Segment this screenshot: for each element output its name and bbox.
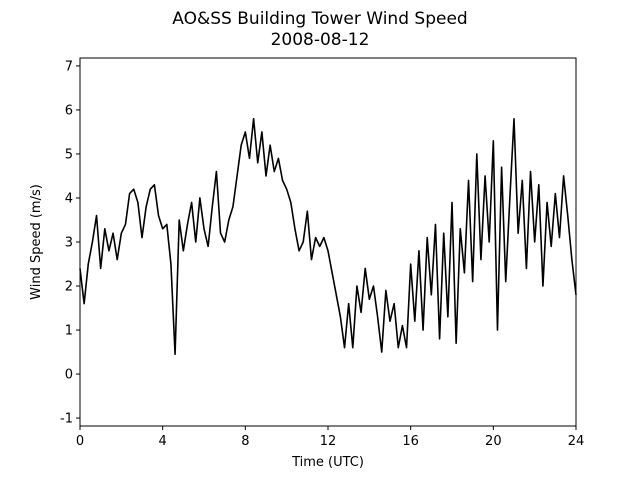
- x-tick-label: 12: [320, 434, 337, 449]
- y-axis-label: Wind Speed (m/s): [29, 184, 44, 300]
- y-tick-label: 1: [65, 324, 73, 339]
- x-tick-label: 16: [402, 434, 419, 449]
- y-tick-label: 6: [65, 103, 73, 118]
- y-tick-label: -1: [60, 412, 73, 427]
- data-line: [79, 117, 577, 356]
- x-tick-label: 20: [485, 434, 502, 449]
- y-tick-label: 5: [65, 147, 73, 162]
- x-tick-label: 24: [568, 434, 585, 449]
- y-tick-label: 2: [65, 280, 73, 295]
- y-tick-label: 3: [65, 236, 73, 251]
- y-tick-label: 7: [65, 59, 73, 74]
- chart-subtitle: 2008-08-12: [271, 30, 370, 50]
- x-axis-label: Time (UTC): [291, 455, 364, 470]
- x-tick-label: 8: [241, 434, 249, 449]
- y-tick-label: 0: [65, 368, 73, 383]
- plot-frame: [79, 57, 577, 427]
- x-tick-label: 0: [76, 434, 84, 449]
- chart-title: AO&SS Building Tower Wind Speed: [172, 9, 467, 29]
- x-tick-label: 4: [159, 434, 167, 449]
- y-tick-label: 4: [65, 191, 73, 206]
